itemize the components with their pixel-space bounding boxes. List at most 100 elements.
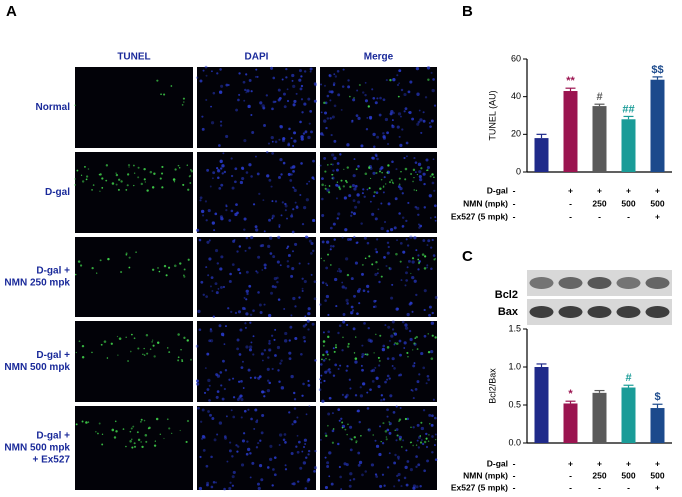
- nucleus: [204, 200, 208, 203]
- nucleus: [272, 255, 276, 259]
- nucleus: [394, 453, 397, 457]
- nucleus: [294, 336, 298, 341]
- tunel-spot: [160, 172, 164, 175]
- tunel-spot: [390, 179, 393, 182]
- tunel-spot: [386, 346, 390, 349]
- nucleus: [409, 337, 413, 342]
- nucleus: [327, 412, 331, 416]
- nucleus: [383, 176, 386, 179]
- nucleus: [425, 382, 428, 385]
- nucleus: [430, 267, 433, 271]
- nucleus: [276, 345, 281, 350]
- nucleus: [384, 324, 387, 327]
- nucleus: [399, 143, 403, 148]
- nucleus: [257, 441, 260, 445]
- nucleus: [219, 159, 223, 164]
- nucleus: [196, 379, 199, 383]
- tunel-spot: [361, 263, 364, 266]
- tunel-spot: [116, 335, 119, 338]
- tunel-spot: [125, 252, 128, 255]
- nucleus: [386, 466, 390, 469]
- nucleus: [240, 416, 243, 419]
- nucleus: [294, 305, 297, 308]
- nucleus: [229, 481, 232, 484]
- nucleus: [327, 313, 330, 317]
- nucleus: [345, 298, 349, 302]
- nucleus: [387, 325, 391, 329]
- nucleus: [212, 171, 216, 175]
- nucleus: [293, 188, 297, 193]
- nucleus: [386, 408, 389, 412]
- nucleus: [286, 88, 289, 91]
- tunel-spot: [346, 273, 350, 277]
- nucleus: [392, 111, 395, 115]
- tunel-spot: [133, 337, 136, 340]
- nucleus: [265, 94, 269, 97]
- nucleus: [391, 328, 395, 331]
- nucleus: [218, 144, 221, 147]
- nucleus: [415, 293, 418, 297]
- nucleus: [338, 267, 341, 271]
- nucleus: [215, 481, 218, 484]
- tunel-spot: [331, 177, 333, 179]
- nucleus: [372, 305, 376, 309]
- nucleus: [420, 131, 423, 134]
- tunel-spot: [380, 275, 383, 278]
- nucleus: [290, 274, 294, 278]
- tunel-spot: [323, 101, 326, 105]
- micrograph: [197, 321, 316, 402]
- y-tick-label: 0.0: [508, 437, 521, 447]
- nucleus: [361, 353, 365, 357]
- nucleus: [287, 143, 291, 147]
- condition-value: -: [569, 470, 572, 480]
- tunel-spot: [328, 185, 331, 187]
- nucleus: [230, 409, 233, 412]
- nucleus: [324, 282, 328, 285]
- micrograph: [75, 152, 193, 233]
- nucleus: [393, 332, 398, 336]
- nucleus: [326, 188, 330, 192]
- tunel-spot: [407, 355, 409, 358]
- tunel-spot: [111, 182, 115, 185]
- nucleus: [291, 423, 294, 426]
- nucleus: [257, 255, 261, 259]
- nucleus: [409, 301, 412, 304]
- nucleus: [195, 76, 199, 79]
- tunel-spot: [163, 437, 165, 440]
- tunel-spot: [342, 185, 346, 188]
- nucleus: [416, 92, 420, 96]
- nucleus: [374, 439, 377, 442]
- nucleus: [418, 223, 420, 226]
- tunel-spot: [137, 438, 141, 442]
- nucleus: [200, 280, 204, 284]
- micrograph: [320, 67, 437, 148]
- tunel-spot: [144, 181, 146, 183]
- nucleus: [350, 312, 353, 315]
- nucleus: [313, 470, 316, 473]
- nucleus: [232, 415, 236, 419]
- nucleus: [216, 262, 220, 265]
- tunel-spot: [428, 434, 430, 436]
- nucleus: [225, 134, 229, 139]
- nucleus: [324, 432, 327, 435]
- nucleus: [209, 285, 212, 288]
- tunel-spot: [158, 270, 161, 273]
- nucleus: [216, 433, 219, 436]
- tunel-spot: [322, 353, 325, 357]
- nucleus: [271, 484, 274, 487]
- nucleus: [313, 82, 317, 86]
- tunel-spot: [341, 421, 344, 424]
- nucleus: [345, 257, 349, 261]
- nucleus: [386, 142, 390, 146]
- nucleus: [284, 331, 288, 336]
- nucleus: [289, 325, 293, 329]
- bar: [563, 403, 578, 443]
- nucleus: [376, 272, 379, 275]
- tunel-spot: [107, 257, 110, 261]
- nucleus: [232, 239, 236, 243]
- nucleus: [422, 239, 426, 242]
- condition-value: +: [626, 185, 631, 195]
- nucleus: [351, 119, 354, 122]
- nucleus: [382, 132, 385, 135]
- nucleus: [321, 197, 324, 201]
